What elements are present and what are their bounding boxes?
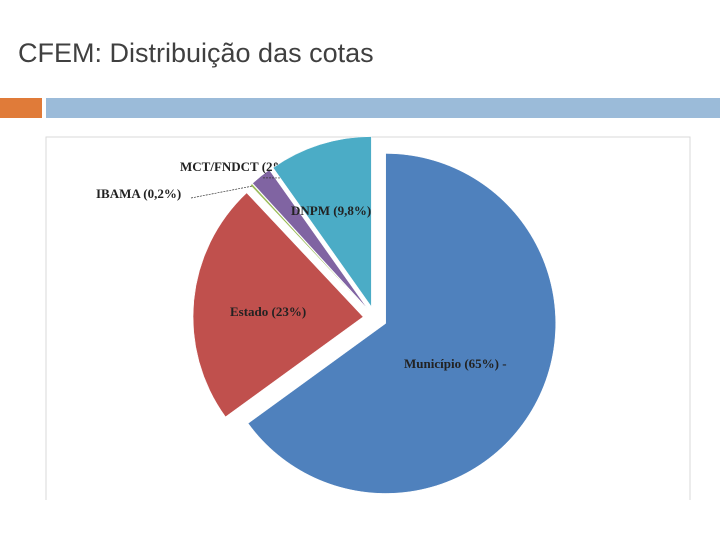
- leader-line: [190, 185, 253, 199]
- slice-label: Estado (23%): [230, 304, 306, 319]
- pie-slice: [247, 153, 556, 494]
- accent-bar: [0, 98, 42, 118]
- slice-label: DNPM (9,8%): [291, 203, 371, 218]
- slice-label: Município (65%) -: [404, 356, 507, 371]
- header-bar: [46, 98, 720, 118]
- pie-slice: [252, 169, 368, 309]
- slice-label: IBAMA (0,2%): [96, 186, 181, 201]
- pie-slice: [272, 136, 372, 308]
- pie-slice: [192, 192, 364, 418]
- pie-slice: [250, 183, 368, 310]
- slide-title: CFEM: Distribuição das cotas: [18, 38, 374, 68]
- slice-label: MCT/FNDCT (2%): [180, 159, 290, 174]
